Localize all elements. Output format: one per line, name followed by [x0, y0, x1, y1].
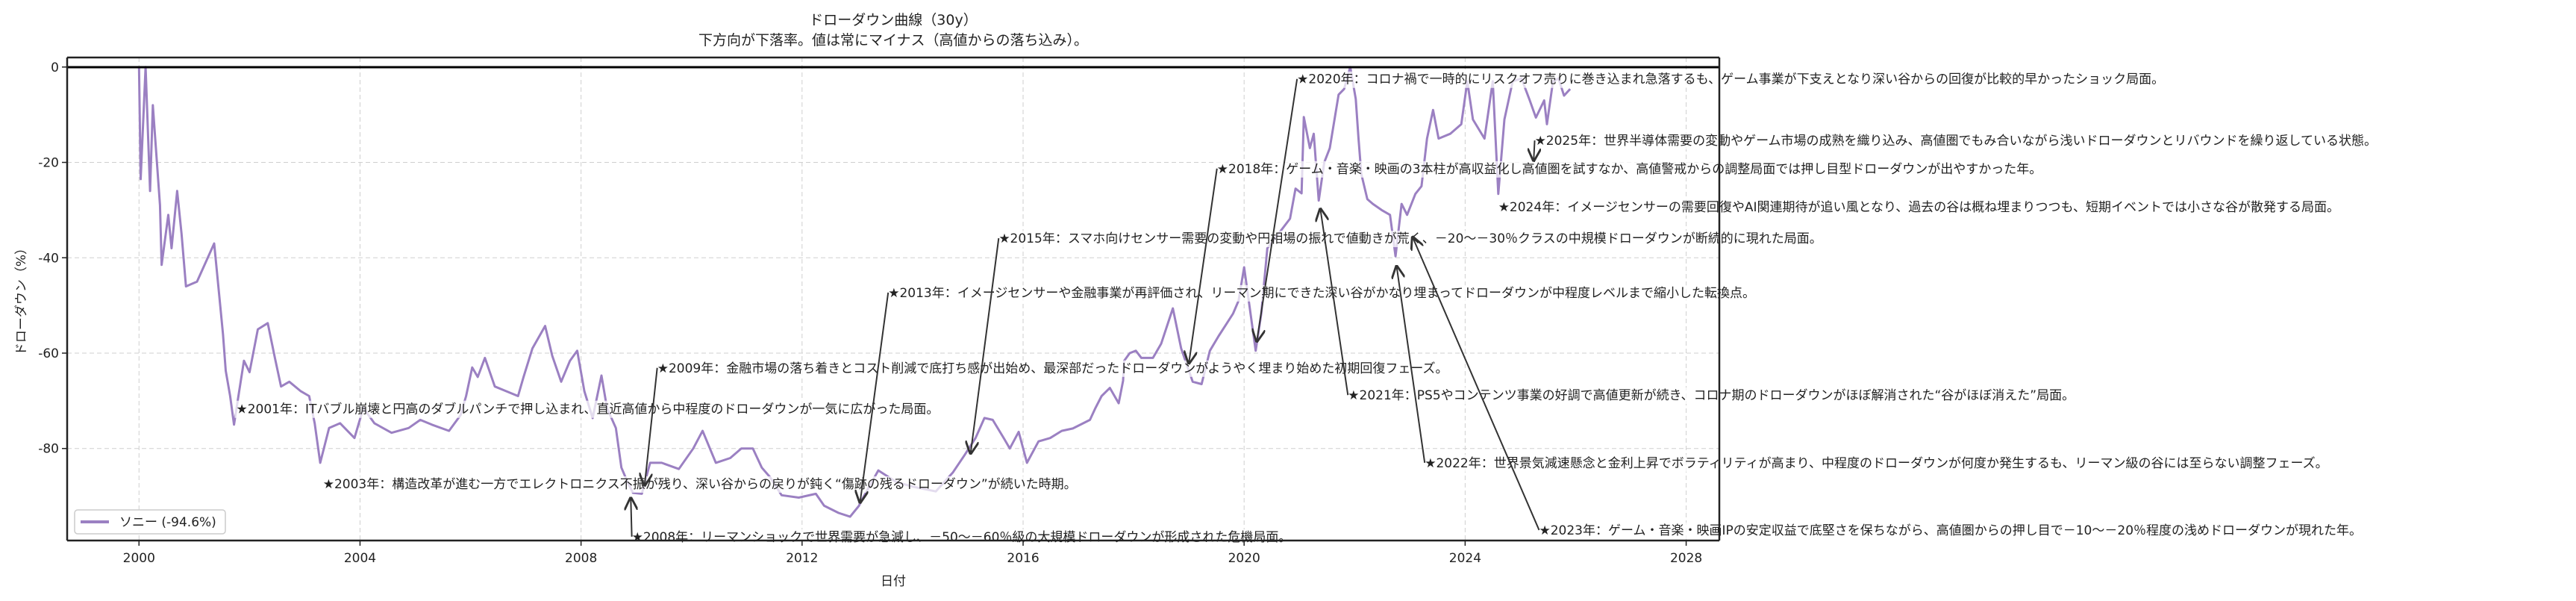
axes-frame — [66, 56, 1721, 542]
x-axis-label: 日付 — [881, 574, 906, 589]
legend: ソニー (-94.6%) — [74, 509, 226, 535]
annotation-arrow — [971, 237, 1000, 453]
annotation-text: ★2001年：ITバブル崩壊と円高のダブルパンチで押し込まれ、直近高値から中程度… — [236, 402, 939, 417]
annotation: ★2013年：イメージセンサーや金融事業が再評価され、リーマン期にできた深い谷が… — [887, 284, 1757, 302]
annotation-text: ★2021年：PS5やコンテンツ事業の好調で高値更新が続き、コロナ期のドローダウ… — [1348, 388, 2075, 403]
x-tick-label: 2004 — [344, 551, 376, 566]
y-tick-label: -20 — [38, 156, 59, 171]
x-tick-label: 2024 — [1449, 551, 1481, 566]
annotation-text: ★2009年：金融市場の落ち着きとコスト削減で底打ち感が出始め、最深部だったドロ… — [657, 361, 1448, 376]
annotation-arrow — [1189, 168, 1218, 364]
annotation-text: ★2003年：構造改革が進む一方でエレクトロニクス不振が残り、深い谷からの戻りが… — [323, 477, 1077, 492]
annotation-background — [1295, 71, 2166, 88]
annotation-background — [1423, 454, 2330, 472]
annotation-text: ★2025年：世界半導体需要の変動やゲーム市場の成熟を織り込み、高値圏でもみ合い… — [1535, 133, 2377, 149]
annotations: ★2001年：ITバブル崩壊と円高のダブルパンチで押し込まれ、直近高値から中程度… — [234, 71, 2379, 546]
x-tick-label: 2012 — [786, 551, 818, 566]
annotation-arrow — [1257, 78, 1298, 341]
chart-subtitle: 下方向が下落率。値は常にマイナス（高値からの落ち込み）。 — [698, 32, 1088, 49]
annotation-text: ★2013年：イメージセンサーや金融事業が再評価され、リーマン期にできた深い谷が… — [888, 286, 1755, 301]
annotation: ★2001年：ITバブル崩壊と円高のダブルパンチで押し込まれ、直近高値から中程度… — [234, 400, 941, 418]
annotation-arrow — [1413, 237, 1540, 531]
annotation: ★2008年：リーマンショックで世界需要が急減し、－50～－60％級の大規模ドロ… — [630, 529, 1293, 546]
legend-label: ソニー (-94.6%) — [119, 515, 216, 530]
annotation-text: ★2015年：スマホ向けセンサー需要の変動や円相場の振れで値動きが荒く、－20～… — [998, 231, 1822, 246]
x-tick-label: 2028 — [1670, 551, 1702, 566]
annotation: ★2015年：スマホ向けセンサー需要の変動や円相場の振れで値動きが荒く、－20～… — [997, 231, 1824, 248]
annotation-text: ★2008年：リーマンショックで世界需要が急減し、－50～－60％級の大規模ドロ… — [632, 530, 1292, 545]
annotation: ★2022年：世界景気減速懸念と金利上昇でボラティリティが高まり、中程度のドロー… — [1423, 454, 2330, 472]
y-tick-label: -80 — [38, 442, 59, 457]
annotation-arrow — [645, 367, 658, 485]
annotation-background — [630, 529, 1293, 546]
y-axis-label: ドローダウン（%） — [14, 242, 29, 355]
annotation-text: ★2020年：コロナ禍で一時的にリスクオフ売りに巻き込まれ急落するも、ゲーム事業… — [1297, 72, 2164, 87]
annotation: ★2021年：PS5やコンテンツ事業の好調で高値更新が続き、コロナ期のドローダウ… — [1346, 387, 2077, 405]
annotation: ★2025年：世界半導体需要の変動やゲーム市場の成熟を織り込み、高値圏でもみ合い… — [1533, 132, 2379, 150]
ticks: 2000 2004 2008 2012 2016 2020 2024 2028 0 -20 -40 -… — [38, 60, 1702, 566]
chart-title: ドローダウン曲線（30y） — [809, 12, 977, 28]
annotation-background — [321, 476, 1078, 493]
y-tick-label: 0 — [51, 60, 59, 75]
annotation-arrow — [860, 292, 890, 502]
x-tick-label: 2020 — [1228, 551, 1260, 566]
annotation-text: ★2024年：イメージセンサーの需要回復やAI関連期待が追い風となり、過去の谷は… — [1498, 200, 2339, 215]
annotation-text: ★2022年：世界景気減速懸念と金利上昇でボラティリティが高まり、中程度のドロー… — [1425, 455, 2328, 471]
annotation-text: ★2023年：ゲーム・音楽・映画IPの安定収益で底堅さを保ちながら、高値圏からの… — [1539, 523, 2362, 538]
x-tick-label: 2016 — [1007, 551, 1039, 566]
x-tick-label: 2000 — [123, 551, 155, 566]
annotation-text: ★2018年：ゲーム・音楽・映画の3本柱が高収益化し高値圏を試すなか、高値警戒か… — [1217, 162, 2042, 177]
annotation: ★2023年：ゲーム・音楽・映画IPの安定収益で底堅さを保ちながら、高値圏からの… — [1537, 522, 2364, 539]
annotation-background — [655, 360, 1450, 377]
y-tick-label: -60 — [38, 346, 59, 361]
annotation-arrow — [1397, 267, 1426, 464]
annotation-arrow — [1320, 209, 1349, 396]
annotation-background — [887, 284, 1757, 302]
annotation: ★2018年：ゲーム・音楽・映画の3本柱が高収益化し高値圏を試すなか、高値警戒か… — [1215, 161, 2044, 178]
annotation-background — [1346, 387, 2077, 405]
annotation: ★2009年：金融市場の落ち着きとコスト削減で底打ち感が出始め、最深部だったドロ… — [655, 360, 1450, 377]
annotation-background — [1215, 161, 2044, 178]
annotation-background — [1537, 522, 2364, 539]
annotation-background — [1496, 199, 2341, 216]
annotation-background — [234, 400, 941, 418]
x-tick-label: 2008 — [565, 551, 597, 566]
annotation: ★2020年：コロナ禍で一時的にリスクオフ売りに巻き込まれ急落するも、ゲーム事業… — [1295, 71, 2166, 88]
annotation: ★2024年：イメージセンサーの需要回復やAI関連期待が追い風となり、過去の谷は… — [1496, 199, 2341, 216]
annotation-background — [1533, 132, 2379, 150]
annotation: ★2003年：構造改革が進む一方でエレクトロニクス不振が残り、深い谷からの戻りが… — [321, 476, 1078, 493]
y-tick-label: -40 — [38, 251, 59, 266]
